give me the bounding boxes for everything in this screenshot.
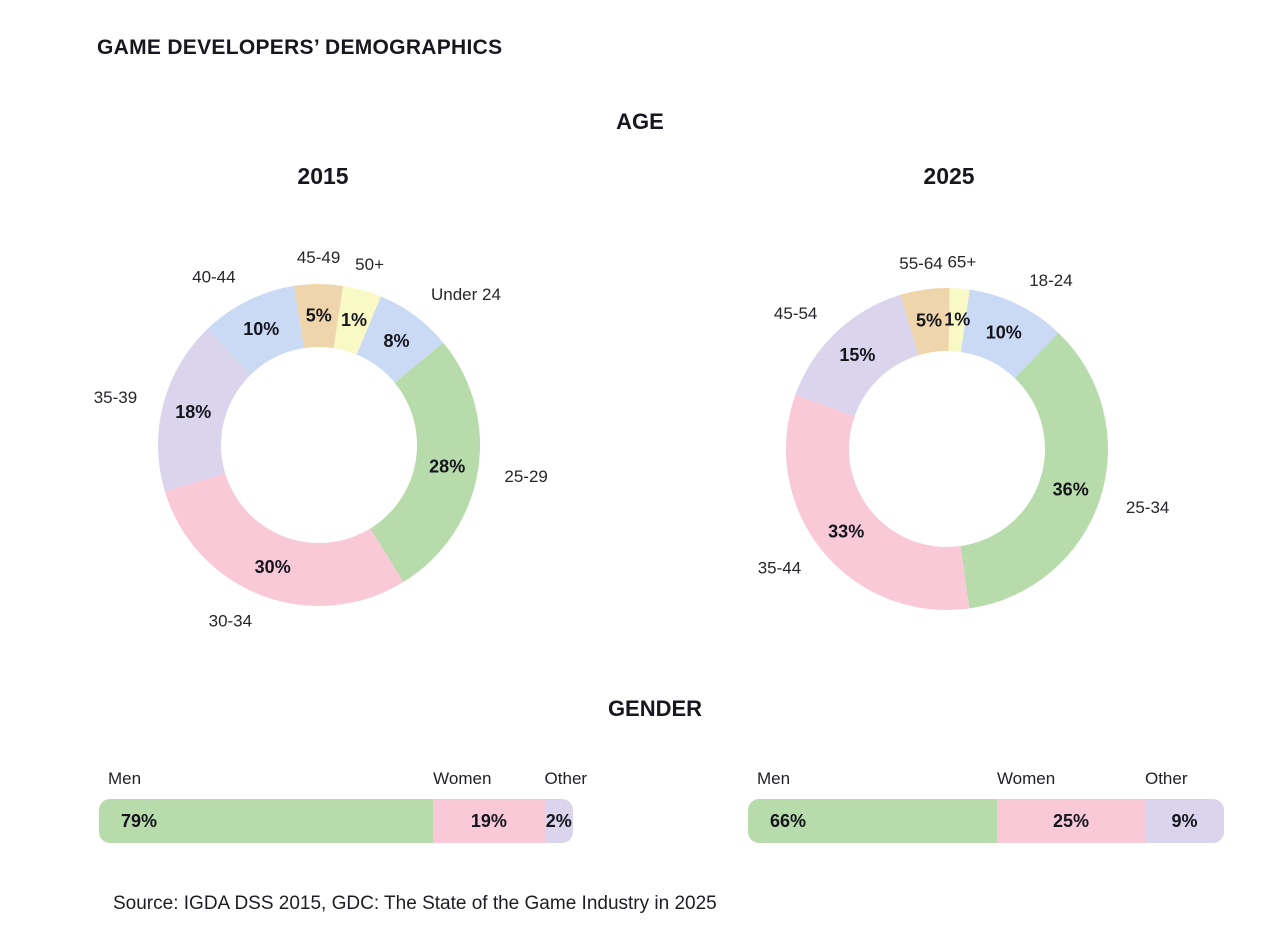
gender-bar-2025: Men Women Other 66% 25% 9%	[748, 767, 1224, 843]
segment-category-label: 30-34	[209, 612, 252, 631]
donut-segment-45-54	[795, 294, 919, 416]
donut-segment-55-64	[900, 287, 950, 356]
bar-value-label: 25%	[1052, 810, 1089, 831]
donut-segment-35-44	[786, 394, 970, 611]
gender-bar-2015: Men Women Other 79% 19% 2%	[99, 767, 587, 843]
segment-category-label: 35-44	[758, 559, 801, 578]
bar-segment-women: 25%	[996, 799, 1145, 843]
segment-value-label: 1%	[341, 310, 367, 330]
donut-segment-under-24	[356, 296, 444, 383]
donut-segment-65	[948, 288, 970, 352]
bar-segment-men: 79%	[99, 799, 434, 843]
segment-category-label: 65+	[947, 253, 976, 272]
segment-category-label: Under 24	[431, 285, 501, 304]
segment-value-label: 36%	[1053, 479, 1089, 499]
source-note: Source: IGDA DSS 2015, GDC: The State of…	[113, 893, 717, 914]
donut-segment-50	[333, 285, 381, 355]
segment-value-label: 5%	[306, 305, 332, 325]
bar-category-label: Other	[1144, 769, 1188, 788]
year-heading-2015: 2015	[297, 163, 349, 189]
segment-category-label: 45-49	[297, 248, 340, 267]
segment-category-label: 25-29	[504, 467, 547, 486]
age-donut-2025: 10% 18-24 36% 25-34 33% 35-44 15% 45-54 5% 55-64 1…	[758, 253, 1169, 611]
bar-track: 79% 19% 2%	[99, 799, 573, 843]
segment-value-label: 1%	[944, 310, 970, 330]
bar-segment-women: 19%	[433, 799, 545, 843]
bar-category-label: Men	[108, 769, 142, 788]
bar-track: 66% 25% 9%	[748, 799, 1224, 843]
bar-category-label: Men	[757, 769, 791, 788]
bar-category-labels: Men Women Other	[99, 767, 587, 799]
gender-section-heading: GENDER	[607, 696, 703, 721]
segment-category-label: 35-39	[94, 388, 137, 407]
segment-category-label: 18-24	[1029, 271, 1072, 290]
page-title: GAME DEVELOPERS’ DEMOGRAPHICS	[97, 36, 503, 59]
bar-category-label: Women	[433, 769, 492, 788]
bar-value-label: 79%	[121, 810, 158, 831]
segment-category-label: 45-54	[774, 304, 817, 323]
segment-category-label: 55-64	[899, 254, 942, 273]
donut-segment-18-24	[960, 289, 1059, 379]
segment-category-label: 25-34	[1126, 498, 1169, 517]
bar-category-label: Women	[996, 769, 1056, 788]
bar-value-label: 19%	[470, 810, 507, 831]
bar-segment-men: 66%	[748, 799, 997, 843]
bar-segment-other: 2%	[544, 799, 573, 843]
donut-segment-30-34	[164, 473, 404, 607]
bar-category-labels: Men Women Other	[748, 767, 1224, 799]
segment-value-label: 5%	[916, 311, 942, 331]
donut-segment-40-44	[207, 285, 304, 375]
age-section-heading: AGE	[616, 109, 664, 134]
segment-category-label: 40-44	[192, 267, 235, 286]
segment-value-label: 8%	[383, 331, 409, 351]
donut-segment-45-49	[294, 284, 344, 349]
segment-value-label: 18%	[175, 402, 211, 422]
bar-category-label: Other	[544, 769, 588, 788]
year-heading-2025: 2025	[923, 163, 975, 189]
bar-value-label: 9%	[1171, 810, 1198, 831]
segment-value-label: 15%	[839, 345, 875, 365]
segment-category-label: 50+	[355, 255, 384, 274]
segment-value-label: 30%	[255, 557, 291, 577]
segment-value-label: 28%	[429, 457, 465, 477]
segment-value-label: 10%	[243, 319, 279, 339]
age-donut-2015: 8% Under 24 28% 25-29 30% 30-34 18% 35-39 10% 40-…	[94, 248, 548, 631]
donut-segment-35-39	[158, 328, 252, 492]
bar-value-label: 2%	[545, 810, 572, 831]
bar-value-label: 66%	[770, 810, 807, 831]
donut-segment-25-34	[960, 332, 1108, 609]
segment-value-label: 10%	[986, 322, 1022, 342]
segment-value-label: 33%	[828, 521, 864, 541]
bar-segment-other: 9%	[1144, 799, 1224, 843]
donut-segment-25-29	[370, 342, 481, 583]
